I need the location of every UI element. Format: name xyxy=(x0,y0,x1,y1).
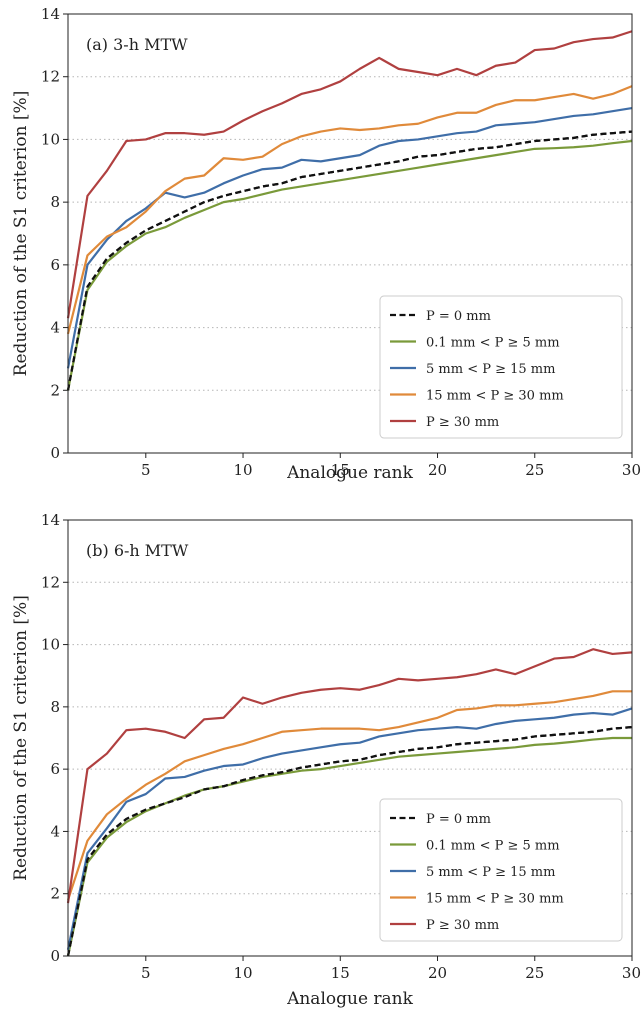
chart0-ytick-label-6: 12 xyxy=(41,68,60,86)
chart0-ytick-label-7: 14 xyxy=(41,5,60,23)
chart1-series-line-2 xyxy=(66,707,633,950)
chart0-ylabel: Reduction of the S1 criterion [%] xyxy=(11,91,31,377)
chart1-legend-label-3: 15 mm < P ≥ 30 mm xyxy=(426,892,564,907)
chart0-ytick-label-4: 8 xyxy=(50,193,60,211)
chart1-ylabel: Reduction of the S1 criterion [%] xyxy=(11,595,31,881)
chart0-series-line-top-0 xyxy=(66,130,633,391)
chart0-ytick-label-2: 4 xyxy=(50,319,60,337)
chart0-xtick-label-0: 5 xyxy=(141,461,151,479)
chart1-xtick-label-0: 5 xyxy=(141,964,151,982)
chart1-legend-label-4: P ≥ 30 mm xyxy=(426,918,499,933)
chart0-xlabel: Analogue rank xyxy=(286,463,414,483)
panel-b-6h-mtw: 0 2 4 6 8 10 12 14 5 10 15 20 25 30 (b) 6-h MTW Analogu… xyxy=(11,511,641,1009)
chart0-series-line-1 xyxy=(66,139,633,391)
chart1-plot-frame xyxy=(67,519,633,957)
chart0-ytick-label-5: 10 xyxy=(41,130,60,148)
chart1-ytick-label-0: 0 xyxy=(50,947,60,965)
chart1-ytick-label-2: 4 xyxy=(50,822,60,840)
chart0-xtick-label-4: 25 xyxy=(525,461,544,479)
chart1-series-line-top-0 xyxy=(66,726,633,957)
chart1-legend-label-1: 0.1 mm < P ≥ 5 mm xyxy=(426,839,560,854)
chart1-xtick-label-2: 15 xyxy=(331,964,350,982)
chart1-xlabel: Analogue rank xyxy=(286,989,414,1009)
chart0-legend-label-2: 5 mm < P ≥ 15 mm xyxy=(426,362,555,377)
chart1-title: (b) 6-h MTW xyxy=(86,541,189,560)
chart1-legend-label-0: P = 0 mm xyxy=(426,812,491,827)
chart1-series-line-4 xyxy=(66,648,633,904)
chart1-ytick-label-4: 8 xyxy=(50,698,60,716)
chart1-xtick-label-4: 25 xyxy=(525,964,544,982)
chart0-xtick-label-1: 10 xyxy=(233,461,252,479)
chart1-ytick-label-5: 10 xyxy=(41,636,60,654)
chart1-ytick-label-6: 12 xyxy=(41,573,60,591)
chart1-legend xyxy=(379,798,623,942)
chart0-xtick-label-2: 15 xyxy=(331,461,350,479)
chart0-xtick-label-3: 20 xyxy=(428,461,447,479)
chart0-ytick-label-0: 0 xyxy=(50,444,60,462)
chart1-xtick-label-5: 30 xyxy=(622,964,641,982)
chart0-title: (a) 3-h MTW xyxy=(86,35,188,54)
chart0-legend xyxy=(379,295,623,439)
chart0-series-line-3 xyxy=(66,85,633,335)
chart0-ytick-label-1: 2 xyxy=(50,381,60,399)
chart1-ytick-label-1: 2 xyxy=(50,885,60,903)
chart0-legend-label-0: P = 0 mm xyxy=(426,309,491,324)
chart1-ytick-label-3: 6 xyxy=(50,760,60,778)
chart0-legend-label-4: P ≥ 30 mm xyxy=(426,415,499,430)
chart0-ytick-label-3: 6 xyxy=(50,256,60,274)
chart1-legend-label-2: 5 mm < P ≥ 15 mm xyxy=(426,865,555,880)
chart0-plot-frame xyxy=(67,13,633,454)
chart0-series-line-4 xyxy=(66,30,633,319)
chart0-legend-label-1: 0.1 mm < P ≥ 5 mm xyxy=(426,336,560,351)
chart1-ytick-label-7: 14 xyxy=(41,511,60,529)
chart1-series-line-3 xyxy=(66,690,632,901)
chart1-xtick-label-1: 10 xyxy=(233,964,252,982)
chart0-xtick-label-5: 30 xyxy=(622,461,641,479)
chart0-legend-label-3: 15 mm < P ≥ 30 mm xyxy=(426,389,564,404)
chart1-xtick-label-3: 20 xyxy=(428,964,447,982)
panel-a-3h-mtw: 0 2 4 6 8 10 12 14 5 10 15 20 25 30 (a) 3-h MTW Analogu… xyxy=(11,5,641,483)
